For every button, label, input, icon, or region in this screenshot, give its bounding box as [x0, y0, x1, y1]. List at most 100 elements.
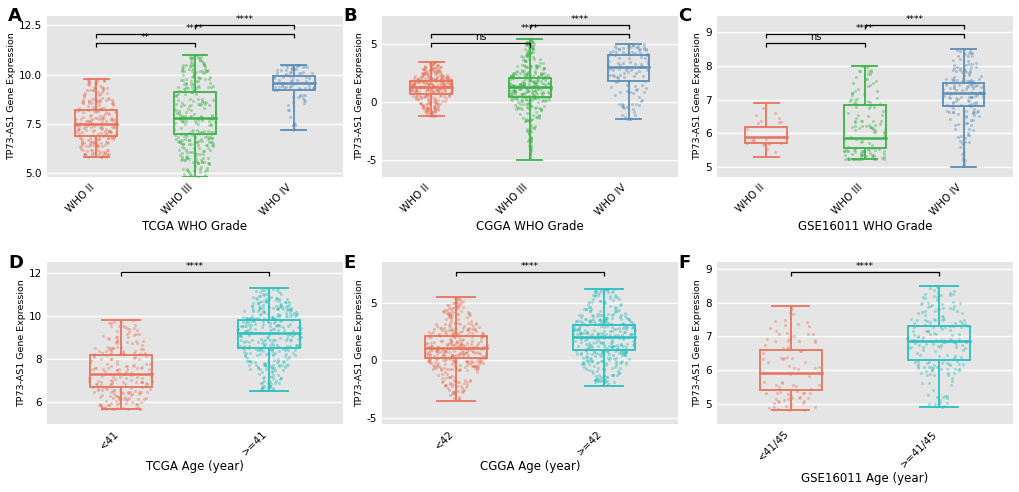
Point	[256, 308, 272, 316]
Point	[428, 361, 444, 369]
Point	[249, 300, 265, 308]
Point	[604, 310, 621, 318]
Point	[95, 332, 111, 340]
Point	[521, 136, 537, 144]
Point	[581, 307, 597, 315]
Point	[460, 308, 476, 316]
Point	[923, 366, 940, 374]
Point	[601, 333, 618, 341]
Point	[924, 371, 941, 379]
Point	[422, 350, 438, 358]
Point	[254, 369, 270, 376]
Text: ns: ns	[809, 32, 820, 42]
Point	[110, 396, 126, 403]
Point	[174, 140, 191, 148]
Point	[242, 329, 258, 337]
Point	[453, 297, 470, 305]
Point	[424, 108, 440, 116]
Point	[564, 332, 580, 339]
Point	[447, 305, 464, 312]
Point	[289, 76, 306, 84]
Point	[767, 395, 784, 403]
Point	[442, 76, 459, 84]
Point	[517, 94, 533, 102]
Point	[289, 61, 306, 69]
Point	[444, 351, 461, 359]
Point	[432, 70, 448, 78]
Point	[522, 147, 538, 155]
Point	[446, 334, 463, 341]
Point	[505, 101, 522, 109]
Point	[933, 338, 950, 345]
Point	[268, 302, 284, 310]
Point	[174, 71, 191, 79]
Point	[117, 399, 133, 406]
Point	[92, 82, 108, 90]
Point	[121, 325, 138, 333]
Point	[182, 140, 199, 148]
Point	[81, 79, 97, 87]
Point	[527, 79, 543, 87]
Point	[521, 44, 537, 52]
Point	[199, 142, 215, 150]
Point	[111, 393, 127, 400]
Point	[88, 121, 104, 128]
Point	[525, 45, 541, 53]
Point	[528, 103, 544, 111]
Point	[961, 77, 977, 85]
Point	[569, 317, 585, 325]
Point	[75, 124, 92, 132]
Point	[113, 318, 129, 326]
Point	[615, 351, 632, 359]
Point	[254, 384, 270, 392]
Point	[428, 72, 444, 80]
Point	[945, 338, 961, 346]
Point	[626, 340, 642, 348]
Point	[437, 355, 453, 363]
Point	[426, 67, 442, 75]
Point	[960, 68, 976, 76]
Point	[130, 390, 147, 398]
Point	[201, 75, 217, 83]
Point	[205, 140, 221, 148]
Point	[72, 145, 89, 153]
Point	[584, 295, 600, 303]
Point	[95, 86, 111, 94]
Point	[463, 340, 479, 348]
Point	[851, 154, 867, 162]
Point	[476, 332, 492, 340]
Point	[75, 96, 92, 104]
Point	[101, 150, 117, 158]
Point	[844, 79, 860, 87]
Point	[416, 74, 432, 82]
Point	[621, 330, 637, 338]
Point	[573, 335, 589, 343]
Point	[434, 356, 450, 364]
Point	[127, 330, 144, 338]
Point	[629, 44, 645, 52]
Point	[176, 101, 193, 109]
Point	[505, 87, 522, 95]
Point	[953, 139, 969, 147]
Point	[464, 358, 480, 366]
Point	[101, 401, 117, 409]
Point	[435, 351, 451, 359]
Point	[439, 340, 455, 348]
Point	[416, 65, 432, 73]
Point	[441, 373, 458, 381]
Point	[448, 337, 465, 345]
Point	[428, 345, 444, 353]
Point	[920, 363, 936, 370]
Point	[434, 377, 450, 385]
Point	[630, 42, 646, 50]
Point	[519, 84, 535, 92]
Point	[269, 294, 285, 302]
Point	[190, 77, 206, 85]
Point	[87, 139, 103, 147]
Point	[428, 74, 444, 82]
Point	[434, 72, 450, 80]
Point	[194, 66, 210, 74]
Point	[447, 298, 464, 306]
Point	[526, 67, 542, 75]
Point	[606, 306, 623, 314]
